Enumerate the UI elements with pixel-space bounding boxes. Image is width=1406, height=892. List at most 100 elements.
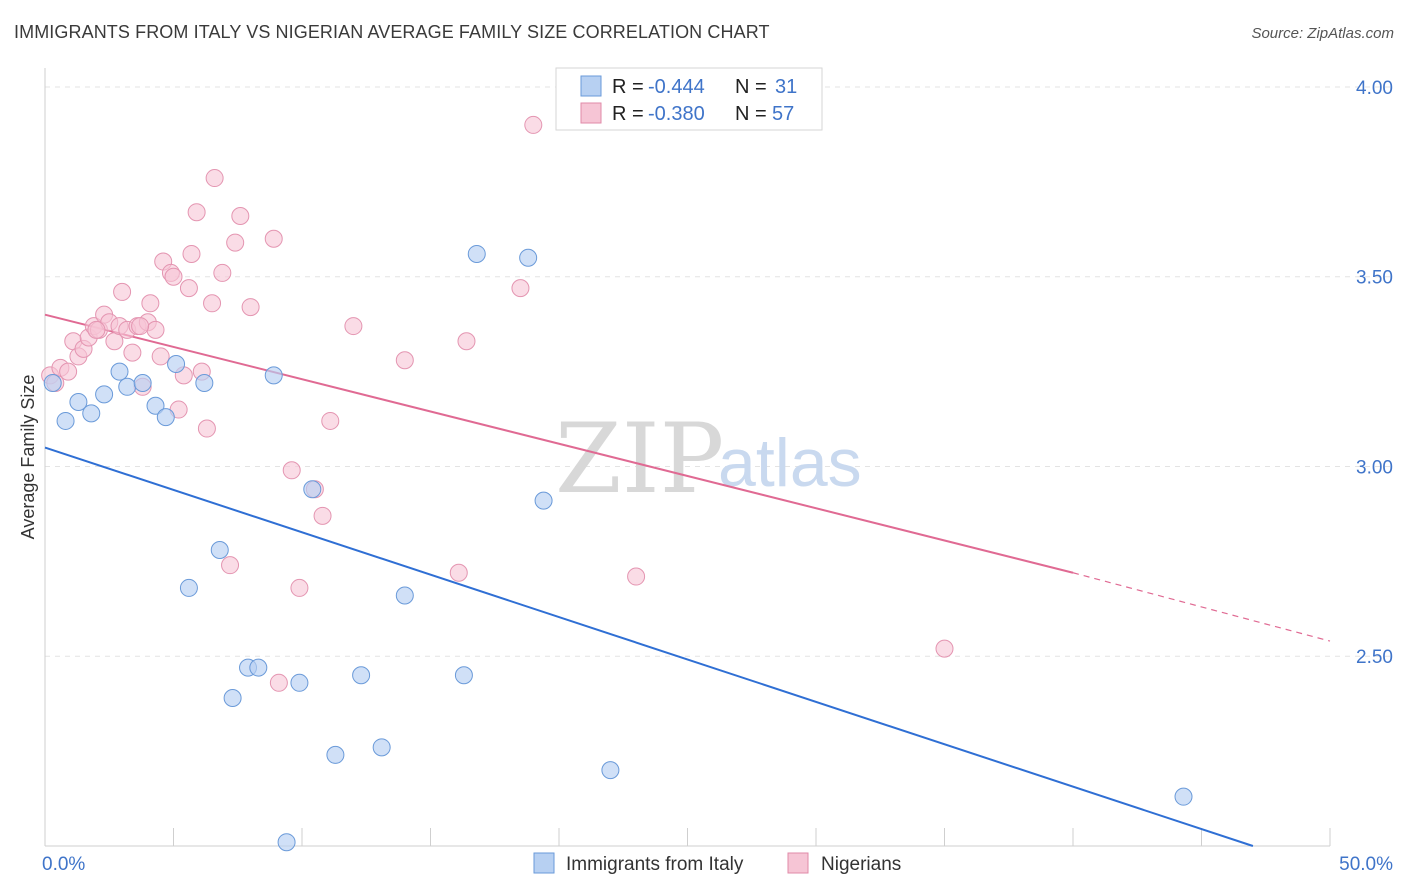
legend-r-label-italy: R = [612, 76, 644, 98]
nigerians-point-22 [151, 347, 170, 366]
watermark: ZIP atlas [555, 403, 862, 515]
italy-point-24 [395, 586, 414, 605]
nigerians-point-55 [87, 320, 106, 339]
nigerians-point-25 [164, 267, 183, 286]
nigerians-point-29 [182, 244, 201, 263]
nigerians-point-32 [197, 419, 216, 438]
nigerians-point-37 [226, 233, 245, 252]
italy-point-28 [534, 491, 553, 510]
legend-n-value-italy: 31 [775, 76, 797, 98]
nigerians-point-42 [282, 461, 301, 480]
y-axis-label: Average Family Size [18, 375, 38, 540]
nigerians-point-51 [511, 279, 530, 298]
y-axis-tick-labels: 2.50 3.00 3.50 4.00 [1356, 78, 1393, 668]
italy-point-19 [290, 673, 309, 692]
nigerians-point-30 [187, 203, 206, 222]
italy-point-8 [146, 396, 165, 415]
nigerians-point-47 [344, 317, 363, 336]
x-tick-label-min: 0.0% [42, 854, 85, 875]
nigerians-point-34 [205, 169, 224, 188]
nigerians-point-49 [449, 563, 468, 582]
italy-point-16 [249, 658, 268, 677]
italy-point-7 [133, 373, 152, 392]
italy-point-4 [95, 385, 114, 404]
legend-r-value-italy: -0.444 [648, 76, 705, 98]
italy-point-30 [1174, 787, 1193, 806]
bottom-legend-label-italy: Immigrants from Italy [566, 854, 744, 875]
nigerians-point-38 [231, 207, 250, 226]
chart-title: IMMIGRANTS FROM ITALY VS NIGERIAN AVERAG… [14, 22, 770, 42]
italy-point-3 [82, 404, 101, 423]
nigerians-points [41, 115, 954, 692]
watermark-atlas: atlas [718, 425, 862, 501]
bottom-legend-swatch-italy [533, 852, 555, 874]
nigerians-point-50 [457, 332, 476, 351]
italy-point-10 [167, 355, 186, 374]
italy-point-27 [519, 248, 538, 267]
italy-point-9 [156, 408, 175, 427]
y-tick-label-2: 3.50 [1356, 268, 1393, 289]
italy-point-2 [69, 392, 88, 411]
nigerians-point-52 [524, 115, 543, 134]
italy-point-26 [467, 244, 486, 263]
italy-point-18 [277, 833, 296, 852]
italy-points [43, 244, 1193, 852]
nigerians-point-46 [321, 411, 340, 430]
nigerians-point-39 [241, 298, 260, 317]
italy-point-14 [223, 688, 242, 707]
italy-point-22 [352, 666, 371, 685]
y-tick-label-1: 3.00 [1356, 457, 1393, 478]
watermark-zip: ZIP [555, 403, 724, 515]
stats-legend: R = -0.444 N = 31 R = -0.380 N = 57 [555, 67, 823, 131]
legend-r-value-nigerians: -0.380 [648, 103, 705, 125]
bottom-legend-label-nigerians: Nigerians [821, 854, 901, 875]
x-tick-label-max: 50.0% [1339, 854, 1393, 875]
nigerians-point-21 [146, 320, 165, 339]
y-tick-label-0: 2.50 [1356, 647, 1393, 668]
italy-point-5 [110, 362, 129, 381]
italy-point-25 [454, 666, 473, 685]
legend-n-value-nigerians: 57 [772, 103, 794, 125]
legend-swatch-italy [580, 75, 602, 97]
nigerians-point-56 [131, 317, 150, 336]
nigerians-point-14 [113, 282, 132, 301]
nigerians-point-48 [395, 351, 414, 370]
trend-lines [44, 313, 1331, 847]
bottom-legend: Immigrants from Italy Nigerians [533, 852, 901, 875]
grid-lines [45, 86, 1392, 657]
source-credit: Source: ZipAtlas.com [1251, 25, 1394, 42]
nigerians-point-28 [179, 279, 198, 298]
italy-point-1 [56, 411, 75, 430]
trend-line-nigerians-extension [1072, 572, 1331, 642]
bottom-legend-swatch-nigerians [787, 852, 809, 874]
italy-point-20 [303, 480, 322, 499]
italy-point-29 [601, 761, 620, 780]
italy-point-12 [195, 373, 214, 392]
italy-point-13 [210, 540, 229, 559]
legend-swatch-nigerians [580, 102, 602, 124]
nigerians-point-53 [627, 567, 646, 586]
italy-point-17 [264, 366, 283, 385]
nigerians-point-33 [203, 294, 222, 313]
italy-point-6 [118, 377, 137, 396]
italy-point-0 [43, 373, 62, 392]
nigerians-point-45 [313, 506, 332, 525]
x-axis-ticks [173, 828, 1331, 846]
nigerians-point-3 [59, 362, 78, 381]
nigerians-point-20 [141, 294, 160, 313]
italy-point-23 [372, 738, 391, 757]
legend-r-label-nigerians: R = [612, 103, 644, 125]
trend-line-nigerians [44, 313, 1074, 574]
trend-line-italy [44, 446, 1254, 847]
nigerians-point-36 [221, 556, 240, 575]
y-tick-label-3: 4.00 [1356, 78, 1393, 99]
nigerians-point-41 [269, 673, 288, 692]
legend-n-label-italy: N = [735, 76, 767, 98]
nigerians-point-35 [213, 263, 232, 282]
nigerians-point-43 [290, 578, 309, 597]
nigerians-point-16 [123, 343, 142, 362]
italy-point-11 [179, 578, 198, 597]
nigerians-point-40 [264, 229, 283, 248]
legend-n-label-nigerians: N = [735, 103, 767, 125]
